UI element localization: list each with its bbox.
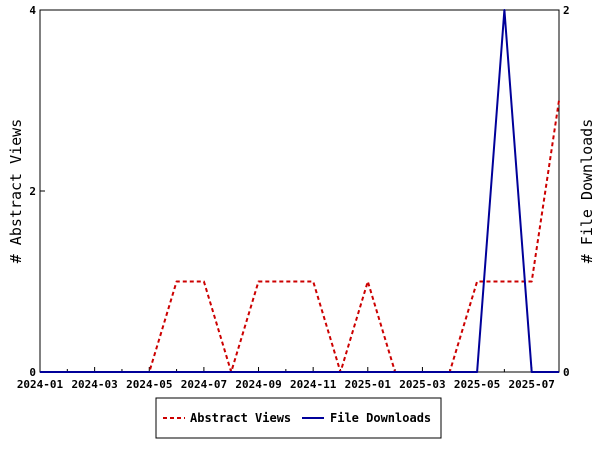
x-tick-label: 2025-05: [454, 378, 500, 391]
x-tick-label: 2024-09: [235, 378, 281, 391]
x-tick-label: 2024-11: [290, 378, 337, 391]
x-tick-label: 2024-07: [181, 378, 227, 391]
y-left-tick-label: 4: [29, 4, 36, 17]
y-axis-right: 02: [554, 4, 570, 379]
series-layer: [40, 9, 560, 373]
legend: Abstract Views File Downloads: [155, 397, 442, 439]
x-axis: 2024-01 2024-03 2024-05 2024-07 2024-09 2024-…: [17, 367, 560, 391]
y-right-tick-label: 2: [563, 4, 570, 17]
x-tick-label: 2024-03: [71, 378, 117, 391]
x-tick-label: 2025-03: [399, 378, 445, 391]
legend-label-abstract-views: Abstract Views: [190, 411, 291, 425]
y-right-tick-label: 0: [563, 366, 570, 379]
y-axis-right-title: # File Downloads: [578, 119, 596, 264]
series-line-file-downloads: [40, 9, 559, 373]
y-axis-left-title: # Abstract Views: [7, 119, 25, 264]
x-tick-label: 2024-05: [126, 378, 172, 391]
legend-box: [155, 397, 442, 439]
x-tick-label: 2025-01: [345, 378, 392, 391]
y-left-tick-label: 2: [29, 185, 36, 198]
y-left-tick-label: 0: [29, 366, 36, 379]
y-axis-left: 0 2 4: [29, 4, 45, 379]
x-tick-label: 2025-07: [509, 378, 555, 391]
legend-label-file-downloads: File Downloads: [330, 411, 431, 425]
x-tick-label: 2024-01: [17, 378, 64, 391]
